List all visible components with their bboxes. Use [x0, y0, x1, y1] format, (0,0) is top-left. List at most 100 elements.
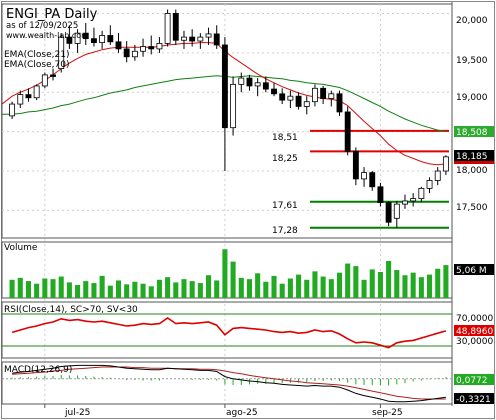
volume-bar-38 [320, 276, 326, 298]
price-tick-6: 17,500 [456, 203, 488, 213]
candle-body-30 [254, 82, 261, 87]
candle-body-49 [410, 198, 417, 202]
candle-body-31 [262, 82, 269, 90]
volume-bar-12 [107, 285, 113, 298]
volume-bar-29 [246, 279, 253, 298]
price-tick-2: 19,500 [456, 56, 488, 66]
candle-body-33 [279, 93, 286, 101]
volume-bar-22 [189, 281, 195, 298]
pane-borders [1, 2, 453, 406]
rsi-badge [454, 325, 494, 336]
candle-body-47 [393, 203, 400, 219]
candle-body-44 [369, 172, 376, 188]
candle-body-39 [328, 93, 335, 99]
level-label-1: 18,51 [272, 133, 298, 143]
volume-bar-33 [279, 283, 285, 298]
candle-body-32 [271, 88, 277, 95]
price-badge-ema70-text: 18,508 [456, 128, 488, 138]
macd-badge-hist [454, 374, 494, 385]
price-tick-5: 18,000 [456, 166, 488, 176]
candle-body-43 [361, 172, 367, 180]
axis-layer [44, 404, 381, 408]
candle-body-40 [336, 93, 343, 113]
volume-bar-17 [148, 286, 154, 298]
volume-bar-32 [271, 275, 277, 298]
price-badge-ema21-stripe [454, 161, 494, 164]
candle-body-24 [205, 33, 212, 38]
volume-bar-18 [156, 279, 162, 298]
volume-bar-43 [361, 279, 367, 298]
volume-bar-44 [369, 269, 375, 298]
candle-body-17 [148, 46, 155, 50]
candle-body-1 [17, 94, 24, 105]
price-tick-1: 20,000 [456, 16, 488, 26]
volume-bar-37 [312, 271, 318, 298]
volume-bar-27 [230, 261, 236, 298]
price-badge-close [454, 150, 494, 161]
candle-body-16 [140, 46, 146, 52]
candle-body-23 [197, 36, 204, 42]
volume-bar-3 [34, 283, 40, 298]
volume-bar-28 [238, 277, 244, 298]
candle-body-42 [352, 150, 359, 180]
volume-bar-31 [263, 281, 269, 298]
candle-body-6 [58, 36, 65, 70]
candle-body-28 [238, 77, 245, 85]
candle-body-35 [295, 95, 302, 107]
candle-layer [9, 9, 449, 228]
volume-bar-42 [353, 266, 359, 298]
volume-bar-35 [296, 274, 302, 298]
candle-body-36 [303, 101, 310, 107]
watermark: www.wealth-lab.com [6, 31, 89, 40]
candle-body-3 [33, 85, 40, 99]
volume-bar-14 [124, 284, 130, 298]
volume-pane-label: Volume [4, 243, 38, 253]
macd-signal-line [12, 366, 446, 400]
macd-layer [2, 364, 452, 403]
volume-bar-39 [328, 279, 334, 298]
volume-bar-52 [435, 268, 441, 298]
volume-bar-4 [42, 278, 48, 298]
x-tick-ago: ago-25 [226, 408, 258, 418]
volume-bar-8 [75, 285, 81, 298]
candle-body-14 [123, 48, 130, 58]
candle-body-18 [156, 42, 163, 50]
level-label-4: 17,28 [272, 226, 298, 236]
candle-body-8 [74, 32, 81, 44]
volume-bar-15 [132, 281, 138, 298]
volume-bar-23 [197, 283, 203, 298]
volume-bar-11 [99, 275, 105, 298]
price-tick-3: 19,000 [456, 93, 488, 103]
candle-body-20 [172, 13, 179, 41]
candle-body-19 [164, 13, 171, 44]
volume-bar-9 [83, 281, 89, 298]
volume-bar-10 [91, 283, 97, 298]
legend-ema21: EMA(Close,21) [4, 50, 69, 60]
rsi-layer [2, 313, 452, 349]
candle-body-50 [418, 187, 425, 200]
candle-body-53 [442, 156, 449, 172]
volume-bar-40 [336, 272, 343, 298]
volume-bar-2 [25, 281, 32, 298]
candle-body-46 [385, 202, 392, 223]
x-tick-jul: jul-25 [64, 408, 90, 418]
candle-body-2 [25, 94, 32, 99]
candle-body-52 [434, 170, 441, 181]
candle-body-5 [50, 74, 56, 77]
volume-bar-0 [9, 279, 15, 298]
chart-title: ENGI_PA Daily [6, 7, 98, 22]
candle-body-27 [230, 83, 237, 129]
level-label-2: 18,25 [272, 154, 298, 164]
level-label-3: 17,61 [272, 201, 298, 211]
volume-bar-50 [418, 277, 424, 298]
candle-body-9 [82, 32, 89, 40]
candle-body-15 [131, 50, 138, 58]
volume-bar-24 [205, 275, 212, 298]
candle-body-4 [41, 74, 48, 87]
rsi-tick-70: 70,0000 [456, 314, 493, 324]
macd-badge-hist-text: 0,0772 [456, 376, 488, 386]
candle-body-10 [91, 38, 97, 44]
volume-bar-45 [377, 272, 383, 298]
